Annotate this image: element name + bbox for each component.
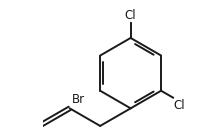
Text: Cl: Cl [125, 9, 136, 22]
Text: Br: Br [72, 93, 85, 106]
Text: Cl: Cl [174, 99, 185, 112]
